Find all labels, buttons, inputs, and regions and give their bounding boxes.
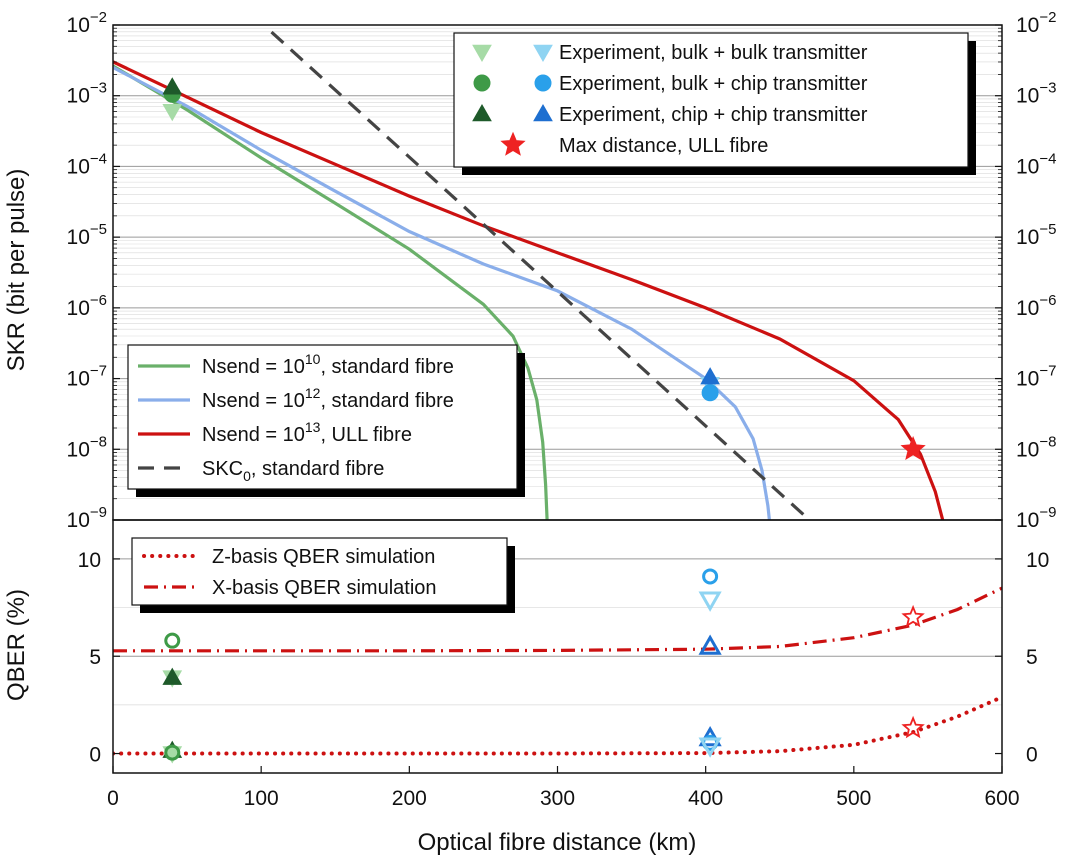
qber-data-point [698, 634, 722, 655]
y-tick-label: 10−6 [67, 292, 107, 320]
qber-data-point [164, 632, 181, 649]
qber-data-point [162, 667, 183, 685]
line-legend-label: Nsend = 1010, standard fibre [202, 351, 454, 378]
skr-data-point [162, 77, 183, 95]
x-tick-label: 300 [540, 787, 575, 810]
y-tick-label: 10−9 [1016, 504, 1056, 532]
y-tick-label: 10 [1026, 549, 1049, 572]
legend-marker [534, 74, 552, 92]
qber-legend-label: Z-basis QBER simulation [212, 546, 435, 568]
skr-ylabel: SKR (bit per pulse) [3, 169, 30, 372]
y-tick-label: 10−5 [1016, 221, 1056, 249]
qber-legend-label: X-basis QBER simulation [212, 577, 437, 599]
y-tick-label: 10−6 [1016, 292, 1056, 320]
line-legend-label: Nsend = 1013, ULL fibre [202, 419, 412, 446]
y-tick-label: 10 [78, 549, 101, 572]
skr-data-point [900, 436, 926, 461]
x-tick-label: 400 [688, 787, 723, 810]
marker-legend-label: Experiment, bulk + bulk transmitter [559, 42, 868, 64]
y-tick-label: 10−3 [1016, 80, 1056, 108]
y-tick-label: 10−7 [67, 363, 107, 391]
qber-lines [113, 586, 1002, 756]
legends: Experiment, bulk + bulk transmitter Exper… [127, 32, 976, 613]
x-tick-label: 0 [107, 787, 119, 810]
y-tick-label: 10−4 [1016, 150, 1056, 178]
y-tick-label: 10−8 [1016, 433, 1056, 461]
qber-data-point [698, 591, 722, 612]
legend-marker [473, 74, 491, 92]
marker-legend-label: Max distance, ULL fibre [559, 135, 768, 157]
legend-marker [533, 44, 553, 63]
line-legend-label: SKC0, standard fibre [202, 458, 384, 484]
legend-marker [533, 103, 553, 122]
skr-series-line-0 [113, 64, 549, 520]
qber-legend [131, 537, 508, 606]
y-tick-label: 10−2 [67, 9, 107, 37]
qber-data-point [698, 737, 722, 758]
y-tick-label: 0 [89, 744, 101, 767]
y-tick-label: 10−4 [67, 150, 107, 178]
qber-data-point [901, 715, 925, 739]
x-tick-label: 200 [392, 787, 427, 810]
legend-marker [472, 103, 492, 122]
skr-data-point [700, 367, 720, 385]
qber-data-point [702, 568, 719, 585]
line-legend [127, 344, 518, 490]
qber-series-line-0 [113, 695, 1002, 756]
xaxis-label: Optical fibre distance (km) [418, 829, 697, 856]
y-tick-label: 10−3 [67, 80, 107, 108]
x-tick-label: 100 [244, 787, 279, 810]
x-tick-label: 600 [984, 787, 1019, 810]
skr-data-point [701, 384, 719, 402]
marker-legend-label: Experiment, chip + chip transmitter [559, 104, 868, 126]
qber-series-line-1 [113, 586, 1002, 653]
y-tick-label: 10−2 [1016, 9, 1056, 37]
y-tick-label: 0 [1026, 744, 1038, 767]
qber-data-point [164, 744, 181, 761]
y-tick-label: 10−7 [1016, 363, 1056, 391]
qber-ylabel: QBER (%) [3, 589, 30, 701]
skr-series-line-3 [270, 30, 811, 520]
legend-marker [472, 44, 492, 63]
y-tick-label: 5 [89, 646, 101, 669]
legend-marker [500, 131, 526, 156]
x-tick-label: 500 [836, 787, 871, 810]
y-tick-label: 10−9 [67, 504, 107, 532]
skr-points [162, 77, 926, 461]
skr-series-line-1 [113, 65, 771, 520]
y-tick-label: 10−5 [67, 221, 107, 249]
y-tick-label: 5 [1026, 646, 1038, 669]
qber-data-point [901, 604, 925, 628]
y-tick-label: 10−8 [67, 433, 107, 461]
skr-data-point [162, 104, 183, 122]
line-legend-label: Nsend = 1012, standard fibre [202, 385, 454, 412]
qber-points [162, 568, 925, 764]
marker-legend-label: Experiment, bulk + chip transmitter [559, 73, 868, 95]
